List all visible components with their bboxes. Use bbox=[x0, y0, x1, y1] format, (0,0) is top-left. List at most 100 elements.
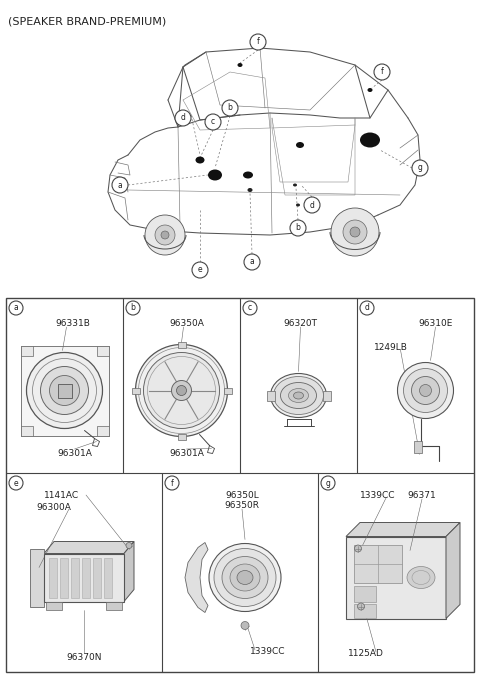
Bar bbox=[96, 345, 108, 355]
Circle shape bbox=[412, 160, 428, 176]
Polygon shape bbox=[185, 542, 208, 613]
Circle shape bbox=[360, 301, 374, 315]
Ellipse shape bbox=[195, 156, 204, 164]
Circle shape bbox=[126, 301, 140, 315]
Text: a: a bbox=[118, 181, 122, 190]
Text: c: c bbox=[211, 118, 215, 127]
Text: 1141AC: 1141AC bbox=[45, 491, 80, 500]
Bar bbox=[21, 426, 33, 435]
Circle shape bbox=[144, 353, 219, 429]
Bar bbox=[323, 391, 331, 401]
Ellipse shape bbox=[360, 133, 380, 148]
Ellipse shape bbox=[230, 564, 260, 591]
Circle shape bbox=[355, 545, 361, 552]
Text: 96350R: 96350R bbox=[225, 500, 260, 510]
Text: 1125AD: 1125AD bbox=[348, 649, 384, 659]
Circle shape bbox=[321, 476, 335, 490]
Polygon shape bbox=[346, 536, 446, 619]
Ellipse shape bbox=[274, 376, 324, 414]
Bar bbox=[60, 557, 68, 598]
Circle shape bbox=[192, 262, 208, 278]
Text: c: c bbox=[248, 303, 252, 313]
Bar bbox=[266, 391, 275, 401]
Text: 96371: 96371 bbox=[408, 491, 436, 500]
Bar bbox=[354, 544, 402, 582]
Bar bbox=[58, 383, 72, 397]
Bar bbox=[46, 601, 62, 609]
Ellipse shape bbox=[271, 374, 326, 418]
Polygon shape bbox=[124, 542, 134, 601]
Ellipse shape bbox=[293, 392, 303, 399]
Circle shape bbox=[155, 225, 175, 245]
Text: 96320T: 96320T bbox=[284, 320, 317, 328]
Ellipse shape bbox=[208, 169, 222, 181]
Ellipse shape bbox=[248, 188, 252, 192]
Ellipse shape bbox=[293, 183, 297, 186]
Ellipse shape bbox=[238, 63, 242, 67]
Text: d: d bbox=[310, 200, 314, 209]
Text: 1249LB: 1249LB bbox=[373, 343, 408, 353]
Bar bbox=[132, 387, 140, 393]
Circle shape bbox=[350, 227, 360, 237]
Text: b: b bbox=[131, 303, 135, 313]
Ellipse shape bbox=[368, 88, 372, 92]
Circle shape bbox=[420, 385, 432, 397]
Text: 1339CC: 1339CC bbox=[360, 491, 396, 500]
Ellipse shape bbox=[222, 556, 268, 598]
Circle shape bbox=[40, 366, 88, 414]
Circle shape bbox=[205, 114, 221, 130]
Circle shape bbox=[290, 220, 306, 236]
Ellipse shape bbox=[407, 567, 435, 588]
Text: 96310E: 96310E bbox=[418, 320, 453, 328]
Circle shape bbox=[165, 476, 179, 490]
Ellipse shape bbox=[214, 548, 276, 607]
Bar bbox=[106, 601, 122, 609]
Circle shape bbox=[222, 100, 238, 116]
Circle shape bbox=[177, 385, 187, 395]
Circle shape bbox=[244, 254, 260, 270]
Ellipse shape bbox=[209, 544, 281, 611]
Circle shape bbox=[331, 208, 379, 256]
Bar bbox=[413, 441, 421, 452]
Circle shape bbox=[9, 301, 23, 315]
Text: 96331B: 96331B bbox=[55, 320, 90, 328]
Bar bbox=[21, 345, 108, 435]
Circle shape bbox=[404, 368, 447, 412]
Bar bbox=[30, 548, 44, 607]
Circle shape bbox=[343, 220, 367, 244]
Bar bbox=[49, 557, 57, 598]
Circle shape bbox=[126, 542, 132, 548]
Bar bbox=[354, 586, 376, 601]
Bar bbox=[82, 557, 90, 598]
Bar bbox=[178, 433, 185, 439]
Circle shape bbox=[26, 353, 103, 429]
Bar bbox=[354, 603, 376, 617]
Ellipse shape bbox=[237, 571, 253, 584]
Bar bbox=[6, 298, 474, 672]
Text: 96300A: 96300A bbox=[36, 502, 72, 512]
Ellipse shape bbox=[296, 142, 304, 148]
Bar bbox=[93, 557, 101, 598]
Ellipse shape bbox=[243, 171, 253, 179]
Text: 96301A: 96301A bbox=[169, 448, 204, 458]
Bar bbox=[44, 554, 124, 601]
Circle shape bbox=[171, 380, 192, 401]
Text: 96301A: 96301A bbox=[57, 448, 92, 458]
Ellipse shape bbox=[296, 204, 300, 206]
Circle shape bbox=[304, 197, 320, 213]
Text: d: d bbox=[365, 303, 370, 313]
Text: a: a bbox=[13, 303, 18, 313]
Circle shape bbox=[49, 376, 80, 406]
Text: 1339CC: 1339CC bbox=[250, 647, 286, 657]
Ellipse shape bbox=[280, 383, 316, 408]
Bar bbox=[104, 557, 112, 598]
Text: e: e bbox=[14, 479, 18, 487]
Circle shape bbox=[374, 64, 390, 80]
Circle shape bbox=[243, 301, 257, 315]
Ellipse shape bbox=[288, 389, 309, 403]
Text: f: f bbox=[170, 479, 173, 487]
Circle shape bbox=[250, 34, 266, 50]
Circle shape bbox=[241, 621, 249, 630]
Circle shape bbox=[145, 215, 185, 255]
Bar bbox=[224, 387, 231, 393]
